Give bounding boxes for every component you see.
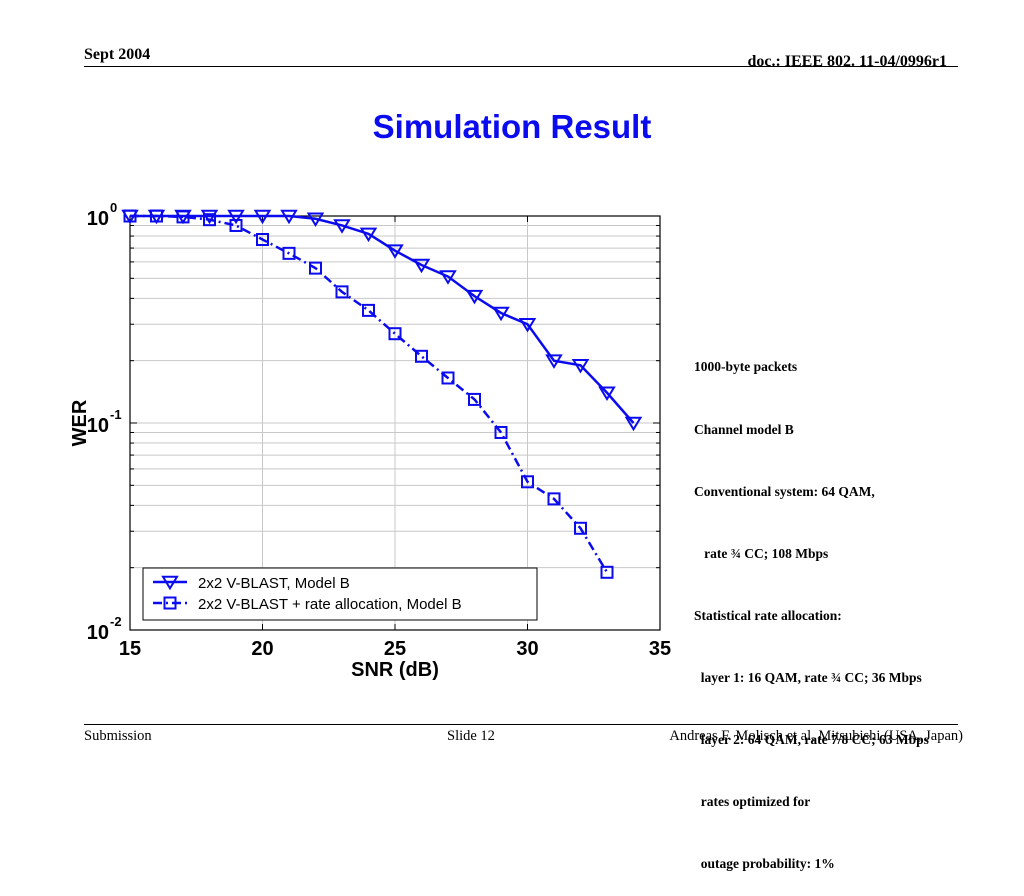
y-tick-label-exponent: -2 xyxy=(110,614,122,629)
data-point-triangle xyxy=(253,209,272,225)
footer-divider xyxy=(84,724,958,725)
data-point-square xyxy=(176,210,190,224)
notes-line: Channel model B xyxy=(694,421,794,437)
data-point-triangle xyxy=(227,209,245,225)
data-point-triangle xyxy=(161,575,179,591)
y-tick-label-base: 10 xyxy=(87,415,109,437)
data-point-triangle xyxy=(624,416,643,432)
y-axis-label: WER xyxy=(69,399,91,446)
data-point-square xyxy=(229,218,243,232)
data-point-triangle xyxy=(200,209,219,225)
data-point-square xyxy=(574,521,587,535)
data-point-triangle xyxy=(359,227,378,243)
data-point-square xyxy=(494,425,508,439)
data-point-square xyxy=(123,209,137,223)
notes-line: rates optimized for xyxy=(694,794,811,810)
data-point-square xyxy=(256,232,269,246)
x-tick-label: 30 xyxy=(516,638,538,660)
series-line-2 xyxy=(130,214,609,573)
data-point-triangle xyxy=(333,219,351,234)
x-tick-label: 25 xyxy=(384,638,406,660)
x-axis-label: SNR (dB) xyxy=(351,659,439,681)
header-date: Sept 2004 xyxy=(84,46,151,63)
data-point-triangle xyxy=(571,359,590,374)
header-divider xyxy=(84,66,958,67)
data-point-square xyxy=(282,246,296,260)
data-point-square xyxy=(521,475,534,489)
y-tick-label-base: 10 xyxy=(87,622,109,644)
x-tick-label: 15 xyxy=(119,638,141,660)
y-tick-label-exponent: -1 xyxy=(110,407,122,422)
data-point-triangle xyxy=(598,386,616,401)
slide-title: Simulation Result xyxy=(372,108,652,145)
data-point-triangle xyxy=(386,244,404,259)
notes-line: layer 1: 16 QAM, rate ¾ CC; 36 Mbps xyxy=(694,669,922,685)
data-point-triangle xyxy=(306,212,325,227)
notes-line: 1000-byte packets xyxy=(694,359,798,375)
x-tick-label: 35 xyxy=(649,638,671,660)
y-tick-label-base: 10 xyxy=(87,208,109,230)
simulation-notes: 1000-byte packets Channel model B Conven… xyxy=(694,316,929,896)
header-doc-id: doc.: IEEE 802. 11-04/0996r1 xyxy=(747,53,947,70)
x-tick-label: 20 xyxy=(251,638,273,660)
data-point-square xyxy=(309,261,322,275)
y-tick-label-exponent: 0 xyxy=(110,200,117,215)
data-point-square xyxy=(441,371,455,385)
footer-submission: Submission xyxy=(84,728,152,744)
data-point-square xyxy=(203,213,216,227)
data-point-triangle xyxy=(280,209,298,225)
data-point-square xyxy=(163,596,177,610)
data-point-square xyxy=(362,303,375,317)
data-point-square xyxy=(415,349,428,363)
notes-line: Conventional system: 64 QAM, xyxy=(694,483,875,499)
legend-label: 2x2 V-BLAST + rate allocation, Model B xyxy=(198,596,462,613)
data-point-square xyxy=(150,209,163,223)
notes-line: outage probability: 1% xyxy=(694,856,835,872)
data-point-triangle xyxy=(439,270,457,285)
data-point-triangle xyxy=(492,306,510,322)
legend-label: 2x2 V-BLAST, Model B xyxy=(198,575,350,592)
data-point-square xyxy=(388,327,402,341)
notes-line: Statistical rate allocation: xyxy=(694,607,842,623)
data-point-triangle xyxy=(412,258,431,274)
data-point-triangle xyxy=(518,317,537,333)
data-point-square xyxy=(547,492,561,506)
notes-line: rate ¾ CC; 108 Mbps xyxy=(694,545,829,561)
footer-authors: Andreas F. Molisch et al, Mitsubishi (US… xyxy=(669,728,963,744)
data-point-square xyxy=(600,565,614,579)
data-point-triangle xyxy=(465,289,484,305)
data-point-square xyxy=(335,285,349,299)
series-line-1 xyxy=(130,214,635,424)
notes-line: layer 2: 64 QAM, rate 7/8 CC; 63 Mbps xyxy=(694,732,929,748)
data-point-triangle xyxy=(545,354,563,369)
footer-slide-number: Slide 12 xyxy=(447,728,495,744)
data-point-square xyxy=(468,392,481,406)
legend-box xyxy=(142,567,538,621)
